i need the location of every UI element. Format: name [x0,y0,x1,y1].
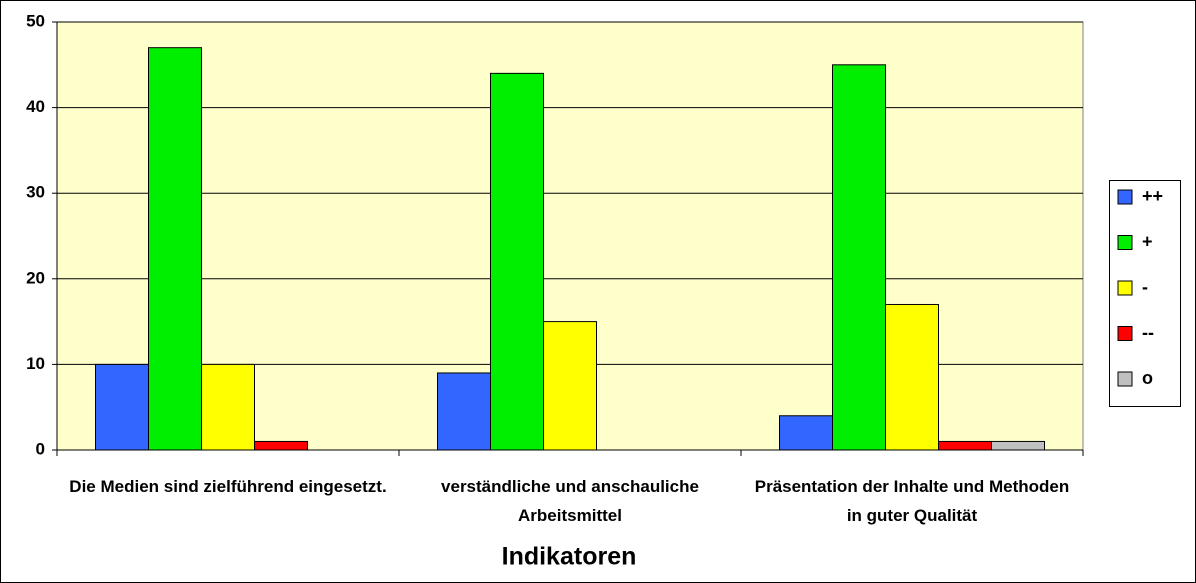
legend-swatch [1117,371,1133,387]
x-tick-label: verständliche und anschauliche Arbeitsmi… [441,477,699,525]
y-tick-label: 20 [26,268,45,287]
legend-swatch [1117,235,1133,250]
legend-label: o [1142,368,1153,388]
bar [991,440,1045,451]
y-tick-label: 30 [26,183,45,202]
y-tick-label: 10 [26,354,45,373]
legend-swatch [1117,326,1133,341]
bar [779,415,833,451]
legend-label: + [1142,231,1153,251]
bar [437,372,491,451]
bar [148,47,202,451]
x-axis-title: Indikatoren [502,543,637,571]
legend-label: ++ [1142,186,1163,206]
legend-label: - [1142,277,1148,297]
y-tick-label: 50 [26,11,45,30]
bar [832,64,886,451]
bar [201,363,255,451]
y-tick-label: 40 [26,97,45,116]
legend-swatch [1117,189,1133,205]
legend-label: -- [1142,322,1154,342]
bar [95,363,149,451]
bar [885,303,939,451]
bar [490,72,544,451]
x-tick-label: Die Medien sind zielführend eingesetzt. [69,477,387,496]
y-tick-label: 0 [36,439,45,458]
x-tick-label: Präsentation der Inhalte und Methoden in… [754,477,1070,525]
bar [254,440,308,451]
bar [543,321,597,451]
legend-swatch [1117,280,1133,296]
bar [938,440,992,451]
